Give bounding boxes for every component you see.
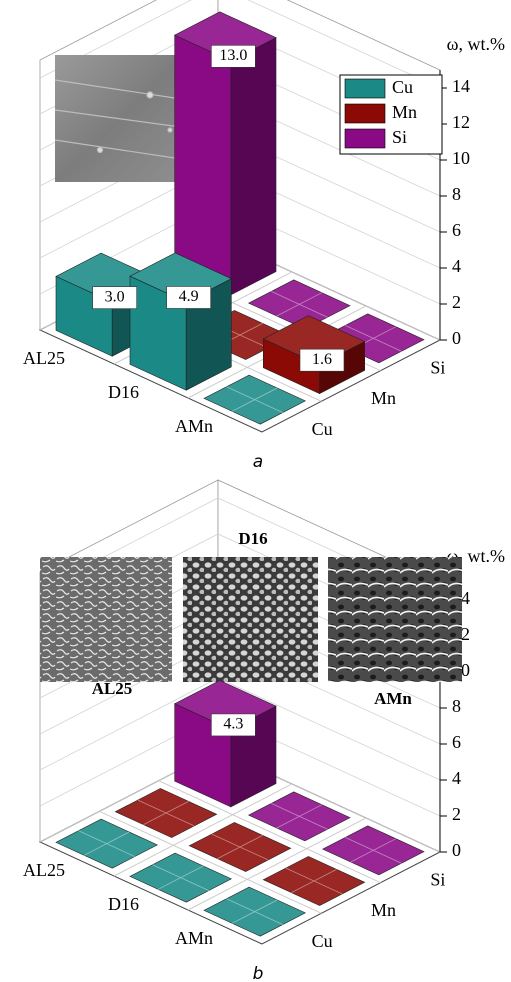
inset-images xyxy=(40,55,462,682)
legend-swatch xyxy=(344,103,386,124)
floor-grid-line xyxy=(187,817,367,911)
grid-line xyxy=(39,0,441,89)
bar xyxy=(55,818,158,869)
z-tick-label: 0 xyxy=(452,840,461,860)
value-label: 4.3 xyxy=(223,716,243,733)
tile-mid-line xyxy=(211,833,269,861)
z-tick-label: 14 xyxy=(452,76,470,96)
bar xyxy=(262,856,366,906)
bar-face-left xyxy=(174,34,232,296)
x-tick-label: D16 xyxy=(108,894,139,914)
value-label-box xyxy=(299,348,345,372)
tile-mid-line xyxy=(271,291,328,318)
z-tick-label: 12 xyxy=(452,112,470,132)
y-tick-label: Si xyxy=(430,357,445,377)
z-tick-label: 6 xyxy=(452,732,461,752)
z-tick-label: 8 xyxy=(452,696,461,716)
value-label-box xyxy=(211,713,256,737)
floor-grid-line xyxy=(113,783,293,877)
legend-label: Mn xyxy=(392,102,417,122)
value-label: 13.0 xyxy=(219,47,247,64)
panel-caption: a xyxy=(253,452,263,472)
bar xyxy=(129,252,232,391)
value-label: 1.6 xyxy=(312,351,332,368)
value-label-box xyxy=(211,45,256,68)
tile-mid-line xyxy=(345,325,402,352)
z-tick-label: 4 xyxy=(452,256,461,276)
x-tick-label: AMn xyxy=(175,928,213,948)
tile-mid-line xyxy=(78,830,135,857)
value-label-box xyxy=(166,286,211,309)
bar-face-right xyxy=(230,37,277,296)
z-tick-label: 2 xyxy=(452,804,461,824)
y-tick-label: Cu xyxy=(312,419,333,439)
plot-front: 13.0 3.0 4.9 1.6 Cu Mn Si a 4.3 D16 AL25 AMn b xyxy=(55,11,443,982)
z-axis-label: ω, wt.% xyxy=(447,34,505,54)
tile-mid-line xyxy=(345,837,402,864)
bar xyxy=(248,791,351,842)
z-tick-label: 4 xyxy=(452,768,461,788)
tile-mid-line xyxy=(137,799,195,827)
x-tick-label: D16 xyxy=(108,382,139,402)
inset-micrograph-lines xyxy=(54,79,189,161)
tile-mid-line xyxy=(271,803,328,830)
x-tick-label: AL25 xyxy=(23,348,65,368)
bar xyxy=(322,825,425,876)
bar xyxy=(174,680,277,808)
image-label: AL25 xyxy=(92,679,133,698)
y-tick-label: Cu xyxy=(312,931,333,951)
y-tick-label: Mn xyxy=(371,900,396,920)
panel-caption: b xyxy=(253,964,264,982)
z-tick-label: 6 xyxy=(452,220,461,240)
sem-image-amn xyxy=(328,557,462,682)
legend-swatch xyxy=(344,128,386,149)
value-label: 4.9 xyxy=(179,288,199,305)
x-tick-label: AMn xyxy=(175,416,213,436)
z-tick-label: 0 xyxy=(452,328,461,348)
z-tick-label: 8 xyxy=(452,184,461,204)
sem-image-al25 xyxy=(40,557,172,682)
sem-image-d16 xyxy=(183,557,318,682)
tile-mid-line xyxy=(226,898,283,925)
bar xyxy=(129,852,232,903)
floor-grid-line xyxy=(158,780,381,884)
value-label: 3.0 xyxy=(105,288,125,305)
image-label: AMn xyxy=(374,689,412,708)
z-tick-label: 10 xyxy=(452,148,470,168)
floor-grid-line xyxy=(99,810,322,914)
tile-mid-line xyxy=(226,386,283,413)
z-tick-label: 2 xyxy=(452,292,461,312)
legend-swatch xyxy=(344,78,386,99)
bar xyxy=(203,886,306,937)
x-tick-label: AL25 xyxy=(23,860,65,880)
bar xyxy=(203,374,306,425)
legend-label: Cu xyxy=(392,77,413,97)
bar xyxy=(248,279,351,330)
y-tick-label: Mn xyxy=(371,388,396,408)
bar xyxy=(188,822,292,872)
bar xyxy=(114,788,218,838)
tile-mid-line xyxy=(285,867,343,895)
legend-label: Si xyxy=(392,127,407,147)
image-label: D16 xyxy=(238,529,267,548)
tile-mid-line xyxy=(152,864,209,891)
y-tick-label: Si xyxy=(430,869,445,889)
value-label-box xyxy=(92,286,137,309)
